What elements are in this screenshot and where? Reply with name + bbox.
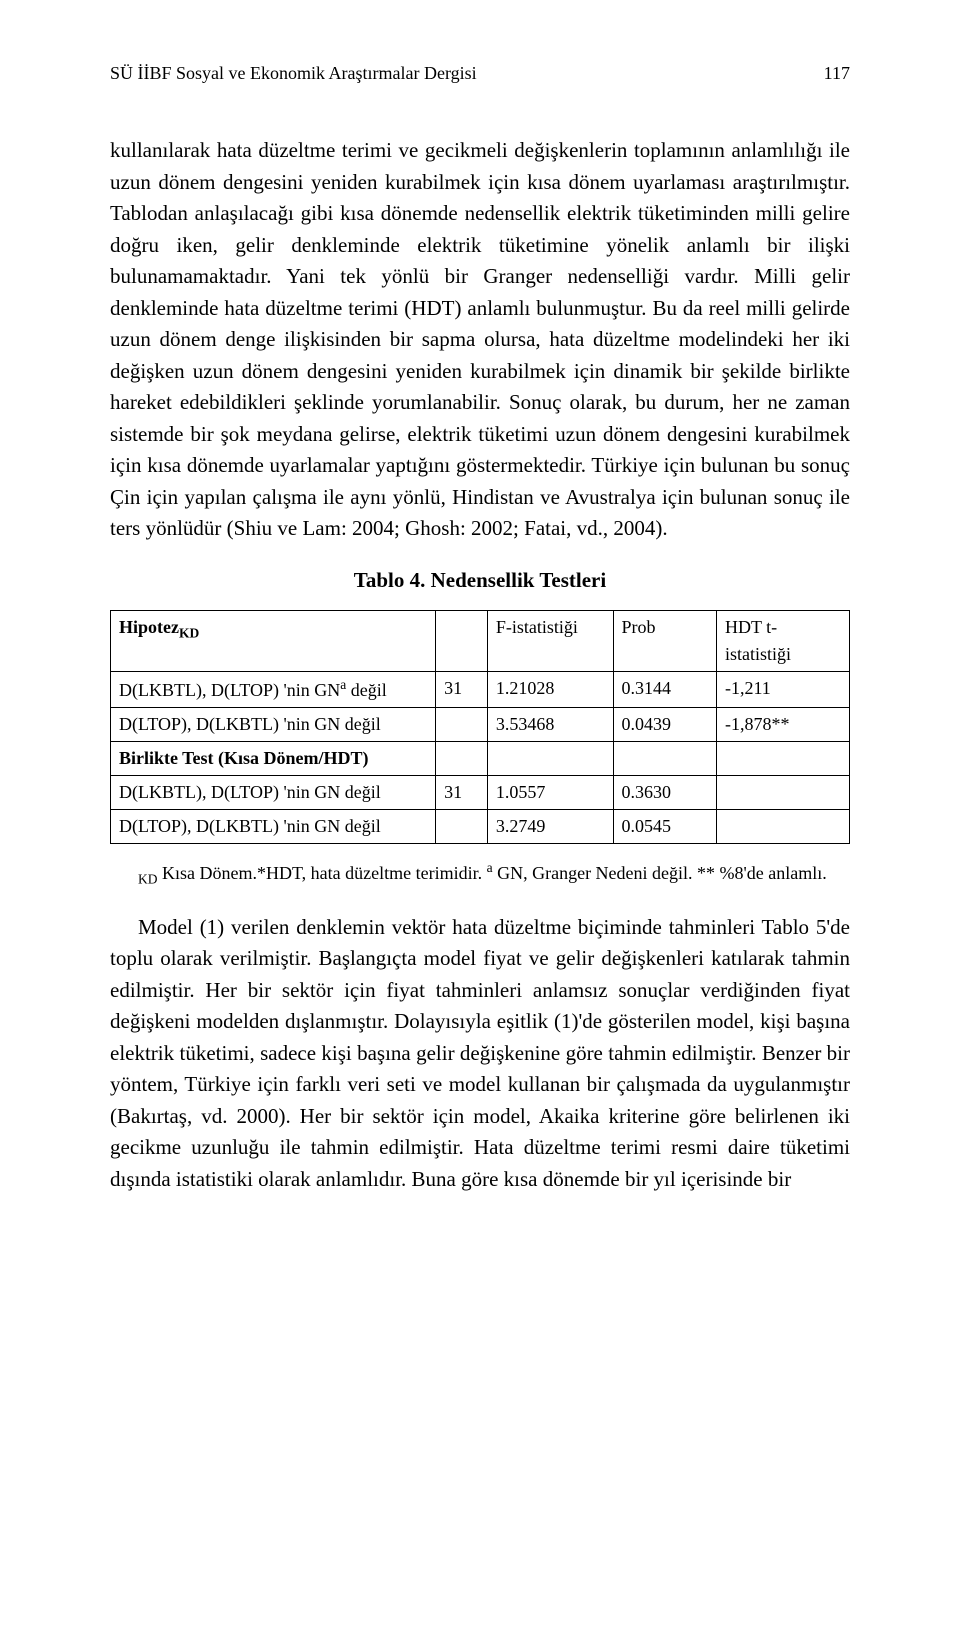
cell-hypothesis: D(LKBTL), D(LTOP) 'nin GN değil <box>111 776 436 810</box>
cell-fstat: 3.53468 <box>487 708 613 742</box>
cell-prob <box>613 742 716 776</box>
table-row: D(LTOP), D(LKBTL) 'nin GN değil 3.2749 0… <box>111 810 850 844</box>
table-row: D(LKBTL), D(LTOP) 'nin GNa değil 31 1.21… <box>111 672 850 708</box>
running-header: SÜ İİBF Sosyal ve Ekonomik Araştırmalar … <box>110 60 850 87</box>
journal-name: SÜ İİBF Sosyal ve Ekonomik Araştırmalar … <box>110 60 477 87</box>
cell-fstat: 1.21028 <box>487 672 613 708</box>
table-footnote: KD Kısa Dönem.*HDT, hata düzeltme terimi… <box>110 858 850 890</box>
cell-fstat: 3.2749 <box>487 810 613 844</box>
cell-n <box>436 742 488 776</box>
cell-n: 31 <box>436 672 488 708</box>
table-row: Birlikte Test (Kısa Dönem/HDT) <box>111 742 850 776</box>
cell-n <box>436 810 488 844</box>
cell-n: 31 <box>436 776 488 810</box>
cell-prob: 0.0545 <box>613 810 716 844</box>
page-number: 117 <box>824 60 850 87</box>
col-prob: Prob <box>613 611 716 672</box>
table-row: D(LKBTL), D(LTOP) 'nin GN değil 31 1.055… <box>111 776 850 810</box>
cell-n <box>436 708 488 742</box>
cell-fstat: 1.0557 <box>487 776 613 810</box>
cell-hdt: -1,211 <box>716 672 849 708</box>
cell-hdt <box>716 810 849 844</box>
col-hypothesis: HipotezKD <box>111 611 436 672</box>
col-hdt: HDT t-istatistiği <box>716 611 849 672</box>
cell-hdt <box>716 776 849 810</box>
paragraph-1: kullanılarak hata düzeltme terimi ve gec… <box>110 135 850 545</box>
cell-hypothesis: D(LTOP), D(LKBTL) 'nin GN değil <box>111 810 436 844</box>
table-header-row: HipotezKD F-istatistiği Prob HDT t-istat… <box>111 611 850 672</box>
cell-fstat <box>487 742 613 776</box>
table-row: D(LTOP), D(LKBTL) 'nin GN değil 3.53468 … <box>111 708 850 742</box>
table-title: Tablo 4. Nedensellik Testleri <box>110 565 850 597</box>
paragraph-2: Model (1) verilen denklemin vektör hata … <box>110 912 850 1196</box>
cell-hdt: -1,878** <box>716 708 849 742</box>
causality-table: HipotezKD F-istatistiği Prob HDT t-istat… <box>110 610 850 844</box>
cell-hypothesis: D(LTOP), D(LKBTL) 'nin GN değil <box>111 708 436 742</box>
cell-prob: 0.0439 <box>613 708 716 742</box>
cell-hypothesis: Birlikte Test (Kısa Dönem/HDT) <box>111 742 436 776</box>
cell-prob: 0.3144 <box>613 672 716 708</box>
cell-hdt <box>716 742 849 776</box>
col-n <box>436 611 488 672</box>
col-fstat: F-istatistiği <box>487 611 613 672</box>
cell-prob: 0.3630 <box>613 776 716 810</box>
cell-hypothesis: D(LKBTL), D(LTOP) 'nin GNa değil <box>111 672 436 708</box>
